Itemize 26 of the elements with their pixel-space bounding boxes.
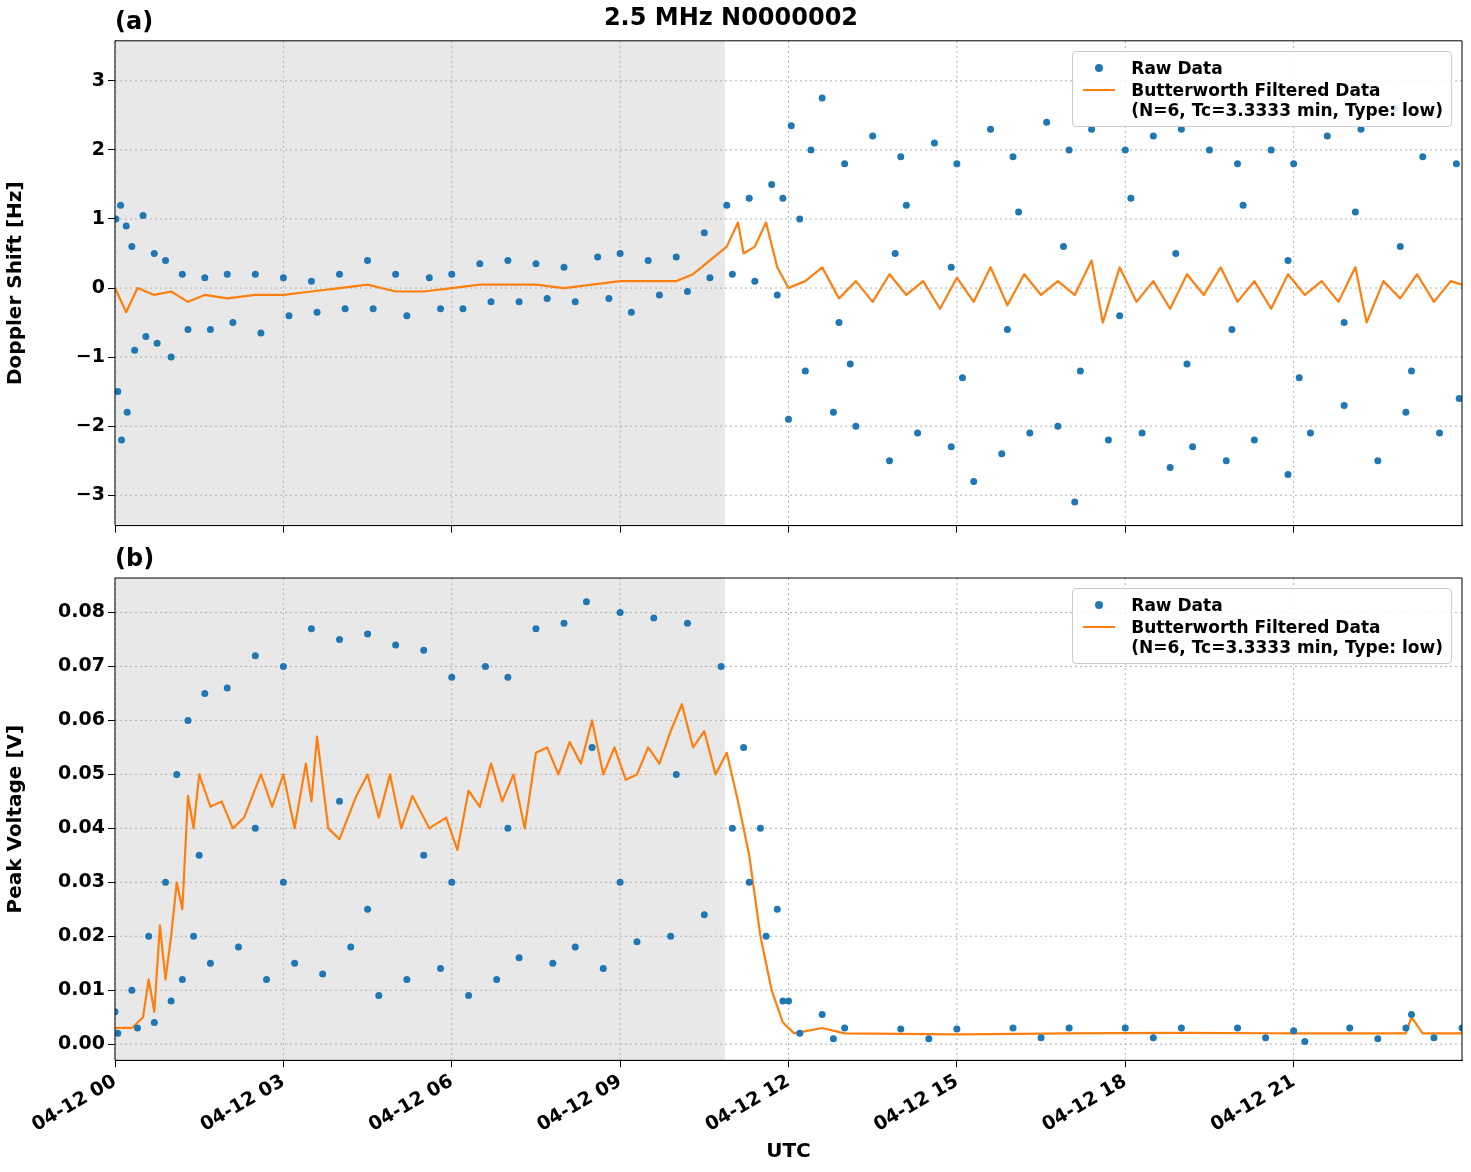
y-axis-title: Doppler Shift [Hz] [2, 181, 27, 385]
y-tick-label: 0.07 [58, 653, 105, 676]
legend-label: Raw Data [1131, 595, 1223, 615]
text: (b) [115, 544, 155, 573]
y-tick-label: 0.00 [58, 1031, 105, 1054]
legend-label: Butterworth Filtered Data (N=6, Tc=3.3333 min, Type: low) [1131, 617, 1443, 657]
y-tick-label: 2 [91, 136, 105, 159]
y-tick-label: 0.02 [58, 923, 105, 946]
y-tick-label: 0.08 [58, 599, 105, 622]
y-tick-label: 0 [91, 274, 105, 297]
y-tick-label: 0.03 [58, 869, 105, 892]
y-tick-label: 3 [91, 67, 105, 90]
y-tick-label: −2 [75, 413, 105, 436]
y-axis-title: Peak Voltage [V] [2, 724, 27, 914]
x-axis-title: UTC [766, 1138, 811, 1163]
y-tick-label: 0.06 [58, 707, 105, 730]
y-tick-label: 1 [91, 205, 105, 228]
legend-label: Raw Data [1131, 57, 1223, 78]
y-tick-label: −1 [75, 344, 105, 367]
y-tick-label: 0.01 [58, 977, 105, 1000]
text: (a) [115, 7, 154, 36]
y-tick-label: 0.04 [58, 815, 105, 838]
y-tick-label: 0.05 [58, 761, 105, 784]
chart-title: 2.5 MHz N0000002 [603, 2, 859, 31]
legend-label: Butterworth Filtered Data (N=6, Tc=3.3333 min, Type: low) [1131, 79, 1443, 120]
y-tick-label: −3 [75, 482, 105, 505]
